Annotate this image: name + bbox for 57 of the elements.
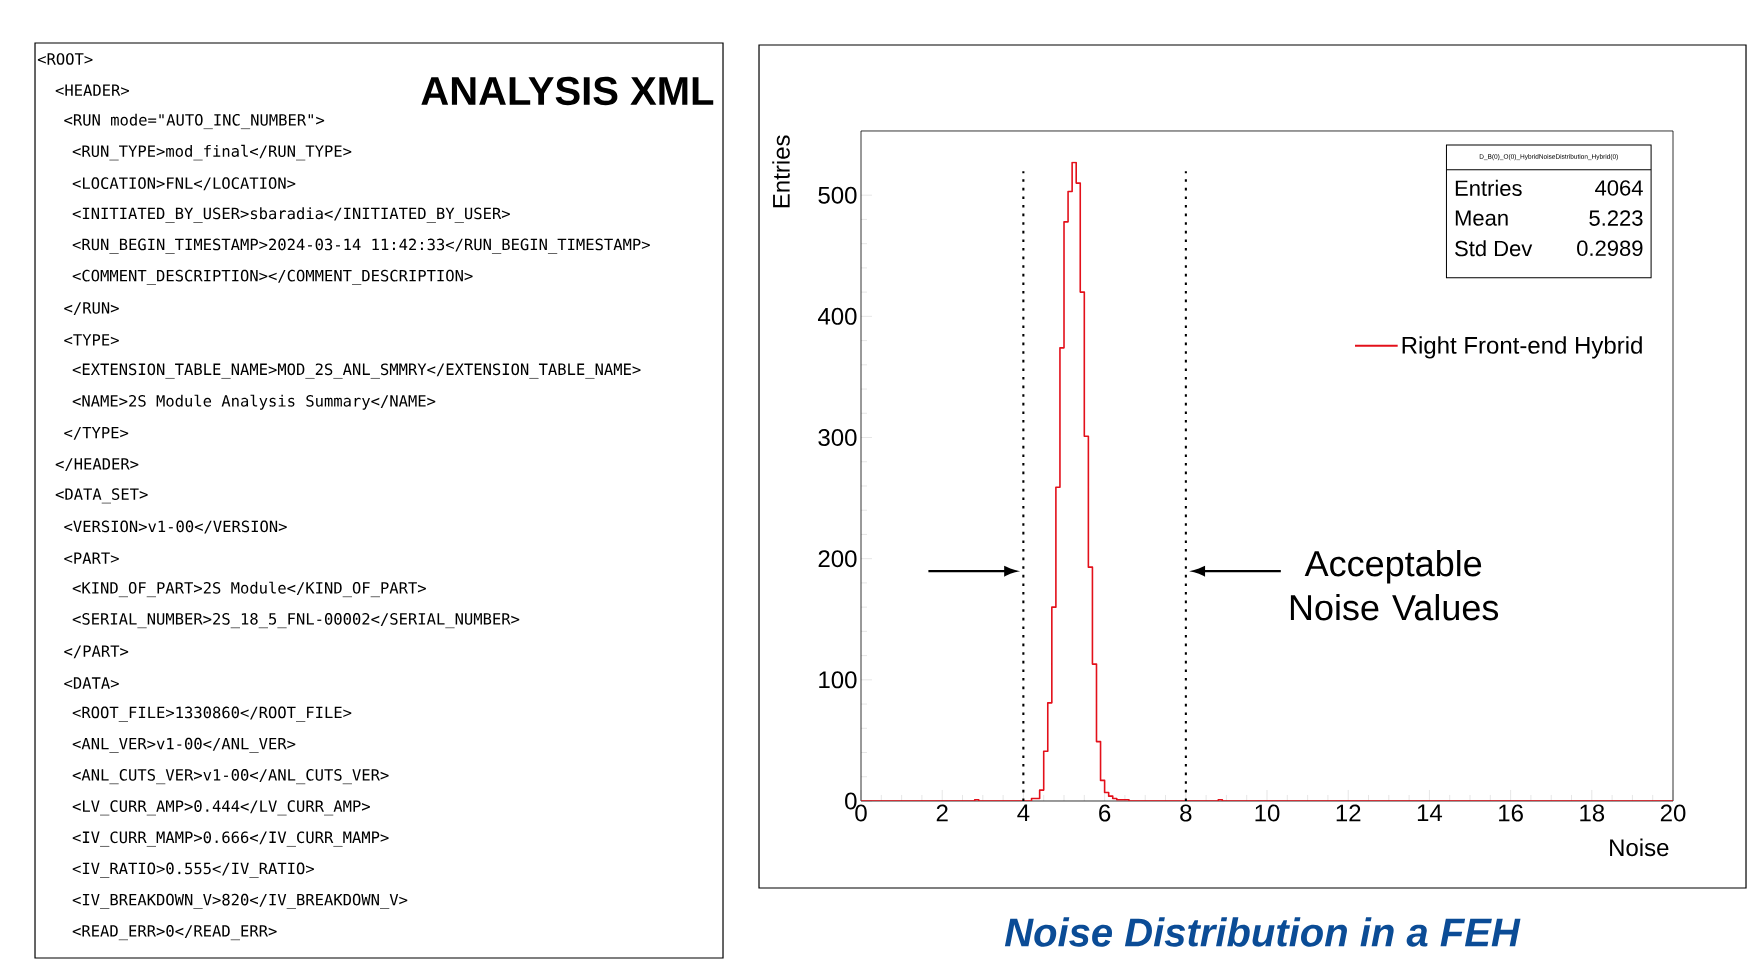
x-tick-label: 4: [1017, 804, 1030, 822]
x-tick-label: 16: [1499, 804, 1523, 822]
text: <EXTENSION_TABLE_NAME>MOD_2S_ANL_SMMRY</EXTENSION_TABLE_NAME>: [72, 363, 641, 379]
text: </TYPE>: [64, 427, 129, 440]
y-axis-title: Entries: [772, 135, 790, 208]
annotation: 5.223: [1589, 210, 1643, 226]
legend-label: Right Front-end Hybrid: [1402, 336, 1642, 359]
text: <RUN_TYPE>mod_final</RUN_TYPE>: [72, 144, 352, 161]
x-tick-label: 10: [1255, 804, 1280, 822]
text: <RUN_BEGIN_TIMESTAMP>2024-03-14 11:42:33</RUN_BEGIN_TIMESTAMP>: [72, 238, 650, 254]
text: <IV_BREAKDOWN_V>820</IV_BREAKDOWN_V>: [72, 893, 408, 909]
x-tick-label: 2: [936, 804, 948, 822]
x-tick-label: 20: [1660, 804, 1686, 822]
text: </PART>: [64, 645, 129, 659]
text: <ANL_CUTS_VER>v1-00</ANL_CUTS_VER>: [72, 769, 389, 785]
text: <TYPE>: [64, 334, 119, 346]
x-axis-title: Noise: [1610, 838, 1669, 857]
text: <ROOT>: [37, 53, 93, 65]
text: ANALYSIS XML: [421, 76, 714, 106]
annotation: Mean: [1455, 210, 1508, 226]
text: <READ_ERR>0</READ_ERR>: [72, 925, 277, 941]
text: <DATA>: [64, 677, 119, 689]
text: <RUN mode="AUTO_INC_NUMBER">: [64, 113, 325, 130]
text: <VERSION>v1-00</VERSION>: [64, 520, 287, 534]
text: </RUN>: [64, 302, 119, 315]
text: <KIND_OF_PART>2S Module</KIND_OF_PART>: [72, 581, 426, 598]
annotation: 4064: [1595, 180, 1643, 196]
text: <PART>: [64, 552, 119, 564]
text: <ROOT_FILE>1330860</ROOT_FILE>: [72, 706, 352, 722]
x-tick-label: 18: [1580, 804, 1605, 822]
x-tick-label: 6: [1099, 804, 1111, 822]
text: <SERIAL_NUMBER>2S_18_5_FNL-00002</SERIAL_NUMBER>: [72, 613, 520, 629]
y-tick-label: 400: [817, 307, 857, 325]
annotation: Std Dev: [1455, 240, 1533, 257]
text: <IV_CURR_MAMP>0.666</IV_CURR_MAMP>: [72, 831, 389, 847]
text: <NAME>2S Module Analysis Summary</NAME>: [72, 394, 436, 410]
x-tick-label: 14: [1417, 804, 1443, 822]
y-tick-label: 300: [818, 429, 857, 447]
y-tick-label: 500: [818, 186, 857, 204]
y-tick-label: 100: [819, 671, 857, 689]
annotation: 0.2989: [1577, 240, 1643, 257]
text: <ANL_VER>v1-00</ANL_VER>: [72, 737, 296, 753]
text: <INITIATED_BY_USER>sbaradia</INITIATED_BY_USER>: [72, 207, 510, 223]
annotation: Entries: [1455, 179, 1522, 197]
text: <DATA_SET>: [55, 488, 148, 504]
x-tick-label: 12: [1336, 804, 1361, 822]
text: <LOCATION>FNL</LOCATION>: [72, 177, 296, 191]
y-tick-label: 200: [818, 550, 857, 568]
text: <LV_CURR_AMP>0.444</LV_CURR_AMP>: [72, 800, 370, 816]
text: Noise Distribution in a FEH: [1004, 917, 1521, 947]
text: <IV_RATIO>0.555</IV_RATIO>: [72, 862, 314, 878]
y-tick-label: 0: [845, 792, 857, 810]
x-tick-label: 8: [1180, 804, 1192, 822]
text: <COMMENT_DESCRIPTION></COMMENT_DESCRIPTION>: [72, 269, 473, 285]
text: </HEADER>: [55, 458, 139, 471]
text: <HEADER>: [55, 84, 130, 96]
annotation: Acceptable Noise Values: [1290, 550, 1499, 621]
